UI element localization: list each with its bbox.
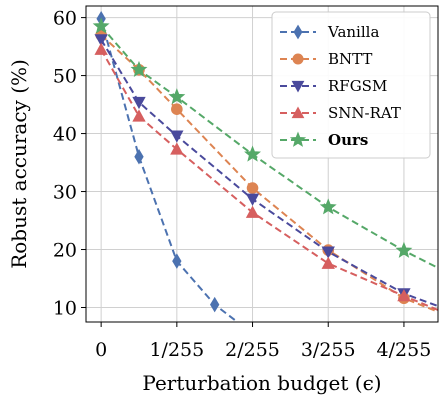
legend-item: BNTT [280,50,372,68]
data-point [245,205,260,218]
y-axis-title: Robust accuracy (%) [7,59,31,269]
data-point [244,145,261,162]
x-tick-label: 2/255 [225,339,280,361]
y-tick-label: 20 [53,240,77,262]
y-tick-label: 30 [53,182,77,204]
data-point [321,256,335,269]
series-ours [92,17,438,270]
legend-marker [293,24,303,40]
data-point [132,96,146,110]
data-point [170,142,184,155]
legend-marker [292,53,304,65]
x-tick-label: 4/255 [377,339,432,361]
data-point [170,130,184,143]
y-tick-label: 60 [53,8,77,30]
data-point [210,296,220,313]
tick-labels: 0 1/255 2/255 3/255 4/255 10 20 30 40 50 60 [53,8,432,361]
legend-box [271,11,431,159]
data-point [132,109,146,122]
legend: Vanilla BNTT RFGSM SNN-RAT Ours [271,11,431,159]
y-tick-label: 10 [53,298,77,320]
legend-marker [289,131,307,147]
data-point [245,193,260,206]
data-point [94,42,108,55]
x-axis-title: Perturbation budget (ϵ) [142,371,381,395]
legend-item: Vanilla [280,23,379,41]
data-point [321,246,335,259]
data-point [395,241,413,258]
data-point [172,253,182,269]
series-snn-rat [94,42,438,312]
data-point [319,198,337,215]
data-point [246,182,259,194]
series-layer [92,10,438,322]
data-point [94,34,108,47]
legend-label: SNN-RAT [328,104,401,122]
x-tick-label: 0 [95,339,107,361]
legend-item: RFGSM [280,77,387,95]
y-tick-label: 40 [53,124,77,146]
data-point [130,60,148,77]
data-point [171,103,183,116]
legend-marker [291,106,305,119]
data-point [134,148,144,165]
x-tick-label: 1/255 [149,339,204,361]
tick-marks [81,17,405,327]
legend-label: BNTT [328,50,372,68]
y-tick-label: 50 [53,66,77,88]
data-point [168,88,186,105]
legend-item: Ours [280,131,368,149]
plot-frame [85,5,439,323]
data-point [92,17,110,34]
legend-label: Vanilla [327,23,379,41]
legend-label: Ours [328,131,368,149]
legend-label: RFGSM [328,77,387,95]
data-point [397,289,411,302]
legend-item: SNN-RAT [280,104,401,122]
legend-marker [291,80,305,93]
x-tick-label: 3/255 [301,339,356,361]
